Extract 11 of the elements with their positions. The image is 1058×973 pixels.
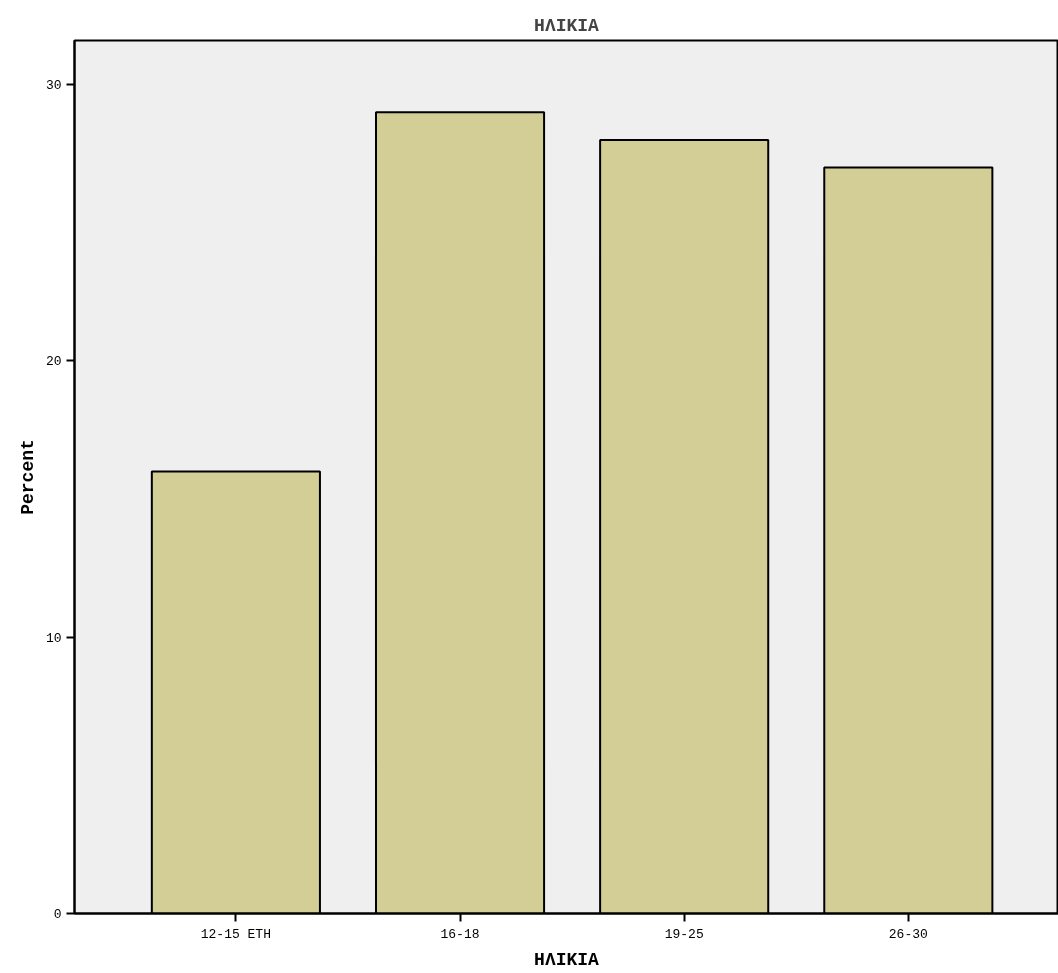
x-tick-label: 19-25: [664, 926, 704, 942]
y-tick-label: 0: [53, 907, 62, 922]
x-tick-label: 26-30: [888, 926, 928, 942]
x-tick-label: 12-15 ΕΤΗ: [200, 926, 271, 942]
y-tick-label: 20: [45, 354, 62, 370]
y-tick-label: 30: [45, 78, 62, 94]
x-axis-title: ΗΛΙΚΙΑ: [534, 949, 600, 970]
y-axis-title: Percent: [17, 439, 38, 515]
x-tick-label: 16-18: [440, 926, 480, 942]
y-tick-label: 10: [45, 630, 62, 646]
chart-title: ΗΛΙΚΙΑ: [534, 15, 600, 36]
